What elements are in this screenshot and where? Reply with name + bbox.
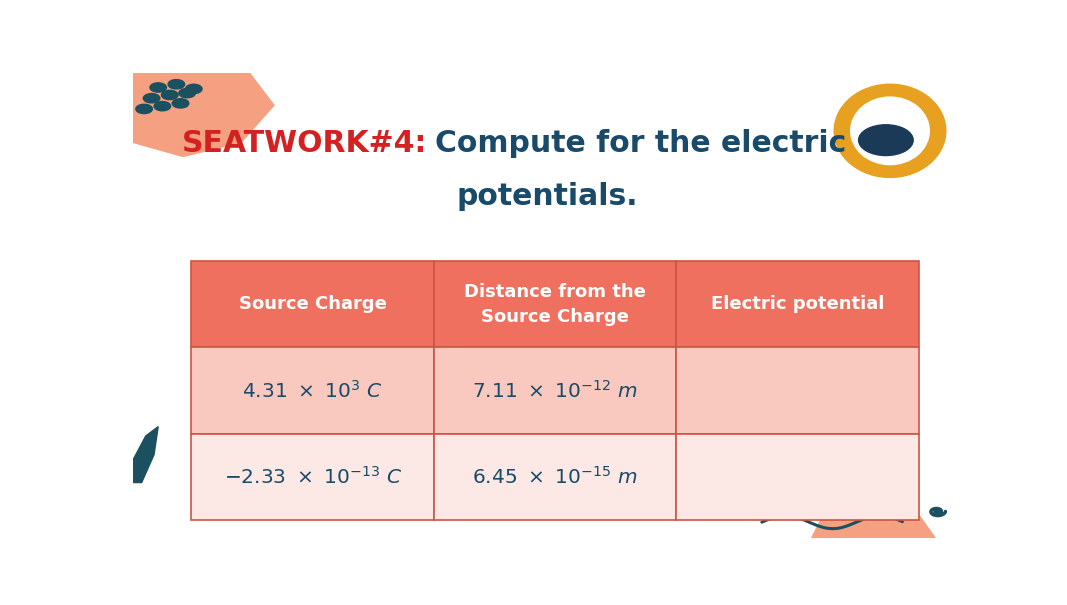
Text: Electric potential: Electric potential [711,295,885,313]
FancyBboxPatch shape [434,434,676,520]
Text: Source Charge: Source Charge [239,295,386,313]
FancyBboxPatch shape [676,261,919,347]
Text: $\mathregular{4.31\ \times\ 10}^{3}\ C$: $\mathregular{4.31\ \times\ 10}^{3}\ C$ [242,379,383,402]
Text: Distance from the
Source Charge: Distance from the Source Charge [464,283,646,326]
FancyBboxPatch shape [676,434,919,520]
Text: potentials.: potentials. [456,182,638,211]
Polygon shape [811,497,936,538]
FancyBboxPatch shape [676,347,919,434]
Circle shape [149,83,166,92]
Text: $\mathregular{7.11\ \times\ 10}^{-12}\ m$: $\mathregular{7.11\ \times\ 10}^{-12}\ m… [473,379,638,402]
FancyBboxPatch shape [434,261,676,347]
Text: SEATWORK#4:: SEATWORK#4: [181,128,427,157]
Circle shape [179,88,195,98]
Circle shape [169,80,185,89]
FancyBboxPatch shape [191,347,434,434]
Polygon shape [133,73,274,157]
Circle shape [186,84,202,94]
Ellipse shape [834,84,945,177]
Circle shape [136,104,153,114]
Circle shape [143,94,160,103]
Text: Compute for the electric: Compute for the electric [435,128,846,157]
Circle shape [172,99,189,108]
FancyBboxPatch shape [191,434,434,520]
Ellipse shape [850,97,929,165]
FancyBboxPatch shape [434,347,676,434]
Polygon shape [133,427,158,483]
Circle shape [154,102,171,111]
Text: $\mathregular{-2.33\ \times\ 10}^{-13}\ C$: $\mathregular{-2.33\ \times\ 10}^{-13}\ … [223,466,401,488]
Circle shape [161,90,178,100]
Text: $\mathregular{6.45\ \times\ 10}^{-15}\ m$: $\mathregular{6.45\ \times\ 10}^{-15}\ m… [473,466,638,488]
Circle shape [859,125,913,155]
FancyBboxPatch shape [191,261,434,347]
